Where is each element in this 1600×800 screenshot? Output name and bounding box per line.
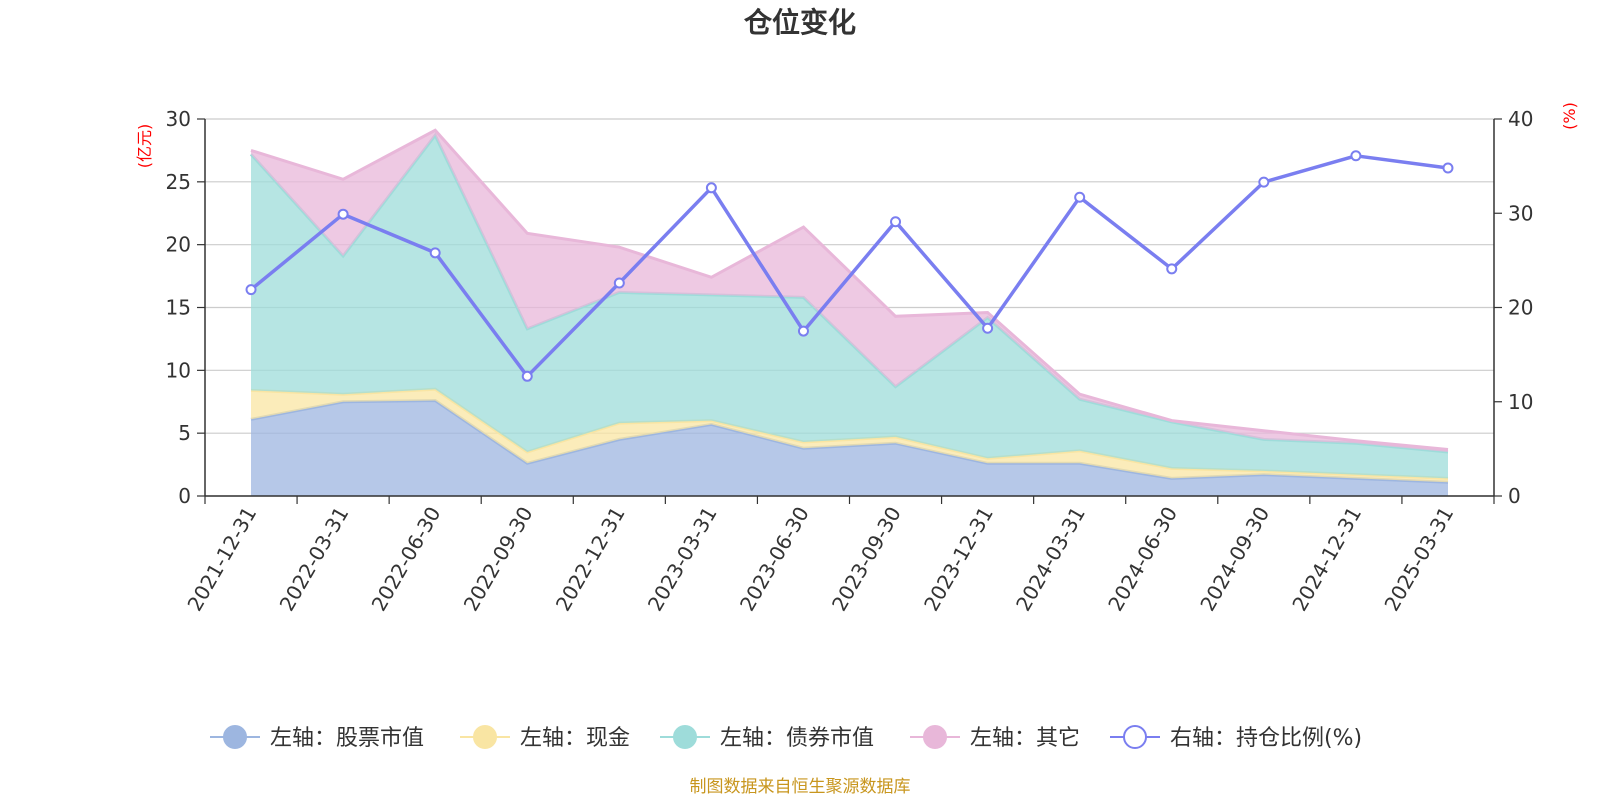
right-axis-tick-label: 0 (1508, 484, 1521, 508)
ratio-point (890, 216, 902, 228)
x-axis-tick-label: 2023-09-30 (827, 503, 906, 616)
ratio-point (1258, 176, 1270, 188)
x-axis-tick-label: 2023-06-30 (735, 503, 814, 616)
chart-title: 仓位变化 (744, 6, 856, 39)
ratio-point (705, 182, 717, 194)
legend-item: 左轴：股票市值 (210, 725, 424, 751)
ratio-point (337, 208, 349, 220)
x-axis-tick-label: 2024-12-31 (1287, 503, 1366, 616)
x-axis-tick-label: 2022-12-31 (551, 503, 630, 616)
legend-item: 右轴：持仓比例(%) (1110, 725, 1362, 751)
x-axis-tick-label: 2023-03-31 (643, 503, 722, 616)
ratio-line (245, 150, 1454, 382)
x-axis-tick-label: 2023-12-31 (919, 503, 998, 616)
area-series-1 (251, 389, 1448, 483)
right-axis-tick-label: 20 (1508, 296, 1533, 320)
x-axis-tick-label: 2022-09-30 (459, 503, 538, 616)
left-axis-tick-label: 5 (178, 421, 191, 445)
ratio-point (613, 277, 625, 289)
legend-marker-icon (923, 725, 947, 749)
legend-label: 左轴：其它 (970, 726, 1080, 751)
area-series-0 (251, 400, 1448, 496)
area-series-3 (251, 130, 1448, 453)
legend-label: 左轴：债券市值 (720, 726, 874, 751)
legend-label: 左轴：股票市值 (270, 726, 424, 751)
left-axis-tick-label: 20 (166, 233, 191, 257)
legend: 左轴：股票市值 左轴：现金 左轴：债券市值 左轴：其它 右轴：持仓比例(%) (210, 725, 1362, 751)
right-axis-tick-label: 10 (1508, 390, 1533, 414)
legend-marker-icon (473, 725, 497, 749)
left-axis-tick-label: 25 (166, 170, 191, 194)
right-axis-tick-label: 40 (1508, 107, 1533, 131)
x-axis-tick-label: 2024-09-30 (1195, 503, 1274, 616)
ratio-point (1442, 162, 1454, 174)
ratio-point (1350, 150, 1362, 162)
x-axis-tick-label: 2022-03-31 (275, 503, 354, 616)
ratio-line-path (249, 154, 1449, 379)
x-axis-tick-label: 2022-06-30 (367, 503, 446, 616)
legend-item: 左轴：债券市值 (660, 725, 874, 751)
area-series-2 (251, 135, 1448, 479)
left-axis-tick-label: 15 (166, 296, 191, 320)
x-axis-tick-label: 2025-03-31 (1379, 503, 1458, 616)
legend-marker-icon (673, 725, 697, 749)
ratio-point (1074, 191, 1086, 203)
area-series-edge-3 (250, 128, 1449, 451)
legend-label: 左轴：现金 (520, 726, 630, 751)
x-axis-tick-label: 2024-06-30 (1103, 503, 1182, 616)
right-axis-unit: (%) (1560, 102, 1579, 130)
ratio-point (429, 247, 441, 259)
ratio-point (797, 325, 809, 337)
legend-marker-icon (223, 725, 247, 749)
x-axis-tick-label: 2021-12-31 (182, 503, 261, 616)
left-axis-tick-label: 30 (166, 107, 191, 131)
stacked-areas (249, 128, 1449, 496)
ratio-point (521, 370, 533, 382)
ratio-point (245, 284, 257, 296)
x-axis-tick-label: 2024-03-31 (1011, 503, 1090, 616)
footer-source: 制图数据来自恒生聚源数据库 (690, 777, 911, 797)
legend-label: 右轴：持仓比例(%) (1170, 726, 1362, 751)
right-axis-tick-label: 30 (1508, 201, 1533, 225)
legend-marker-icon (1123, 725, 1147, 749)
left-axis-tick-label: 10 (166, 358, 191, 382)
ratio-point (1166, 263, 1178, 275)
left-axis-tick-label: 0 (178, 484, 191, 508)
legend-item: 左轴：现金 (460, 725, 630, 751)
ratio-point (982, 322, 994, 334)
left-axis-unit: (亿元) (135, 124, 154, 169)
legend-item: 左轴：其它 (910, 725, 1080, 751)
